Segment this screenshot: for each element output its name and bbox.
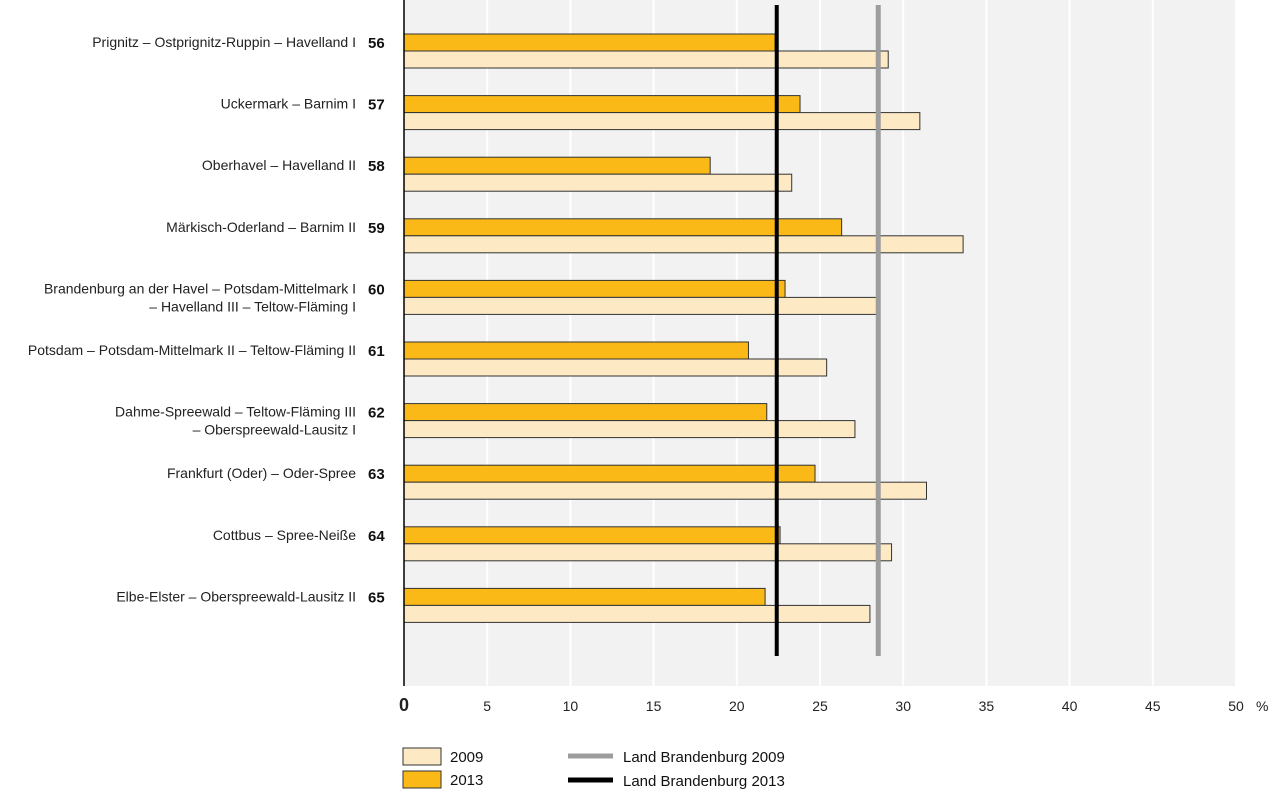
bar-2009-60 xyxy=(403,296,878,315)
legend-label-2013: 2013 xyxy=(450,772,483,789)
category-number-60: 60 xyxy=(368,281,385,298)
category-number-56: 56 xyxy=(368,35,385,52)
bar-2009-56 xyxy=(403,50,889,69)
x-tick-label: 40 xyxy=(1062,698,1078,714)
category-number-58: 58 xyxy=(368,158,385,175)
category-label-61: Potsdam – Potsdam-Mittelmark II – Teltow… xyxy=(28,342,356,358)
x-axis-ticks: % 0 5 10 15 20 25 30 35 40 45 50 xyxy=(399,695,1268,715)
x-tick-label: 35 xyxy=(979,698,995,714)
bar-2013-63 xyxy=(403,464,816,483)
x-tick-label: 30 xyxy=(895,698,911,714)
x-tick-label: 25 xyxy=(812,698,828,714)
category-label-57: Uckermark – Barnim I xyxy=(221,96,356,112)
legend-label-land-2009: Land Brandenburg 2009 xyxy=(623,749,785,766)
bar-2009-64 xyxy=(403,543,893,562)
bar-2013-61 xyxy=(403,341,749,360)
bar-2009-65 xyxy=(403,604,871,623)
bar-2013-56 xyxy=(403,33,776,52)
bar-2013-62 xyxy=(403,403,768,422)
x-tick-label: 10 xyxy=(563,698,579,714)
category-label-62: – Oberspreewald-Lausitz I xyxy=(193,422,356,438)
category-label-63: Frankfurt (Oder) – Oder-Spree xyxy=(167,465,356,481)
category-number-64: 64 xyxy=(368,528,385,545)
bar-2009-58 xyxy=(403,173,793,192)
category-label-65: Elbe-Elster – Oberspreewald-Lausitz II xyxy=(116,588,356,604)
category-label-58: Oberhavel – Havelland II xyxy=(202,157,356,173)
x-tick-label: 5 xyxy=(483,698,491,714)
bar-2013-60 xyxy=(403,279,786,298)
category-label-60: Brandenburg an der Havel – Potsdam-Mitte… xyxy=(44,280,356,296)
category-number-62: 62 xyxy=(368,405,385,422)
category-label-59: Märkisch-Oderland – Barnim II xyxy=(166,219,356,235)
bar-2009-63 xyxy=(403,481,927,500)
category-number-61: 61 xyxy=(368,343,385,360)
bar-2013-58 xyxy=(403,156,711,175)
category-number-57: 57 xyxy=(368,97,385,114)
legend-swatch-2009 xyxy=(402,747,442,766)
reference-lines xyxy=(774,5,881,656)
legend-label-2009: 2009 xyxy=(450,749,483,766)
category-label-64: Cottbus – Spree-Neiße xyxy=(213,527,356,543)
category-number-63: 63 xyxy=(368,466,385,483)
bars xyxy=(403,33,964,623)
bar-2013-65 xyxy=(403,587,766,606)
bar-2009-61 xyxy=(403,358,828,377)
legend: 2009 2013 Land Brandenburg 2009 Land Bra… xyxy=(402,747,785,790)
bar-2009-57 xyxy=(403,112,921,131)
x-tick-label: 0 xyxy=(399,695,409,715)
x-unit-label: % xyxy=(1256,698,1268,714)
x-tick-label: 15 xyxy=(646,698,662,714)
category-labels: Prignitz – Ostprignitz-Ruppin – Havellan… xyxy=(28,34,385,606)
legend-swatch-2013 xyxy=(402,770,442,789)
legend-label-land-2013: Land Brandenburg 2013 xyxy=(623,773,785,790)
x-tick-label: 45 xyxy=(1145,698,1161,714)
bar-2009-62 xyxy=(403,420,856,439)
category-label-62: Dahme-Spreewald – Teltow-Fläming III xyxy=(115,404,356,420)
category-label-56: Prignitz – Ostprignitz-Ruppin – Havellan… xyxy=(92,34,356,50)
x-tick-label: 20 xyxy=(729,698,745,714)
category-number-59: 59 xyxy=(368,220,385,237)
bar-2013-64 xyxy=(403,526,781,545)
x-tick-label: 50 xyxy=(1228,698,1244,714)
bar-2013-57 xyxy=(403,95,801,114)
category-number-65: 65 xyxy=(368,589,385,606)
category-label-60: – Havelland III – Teltow-Fläming I xyxy=(149,298,356,314)
